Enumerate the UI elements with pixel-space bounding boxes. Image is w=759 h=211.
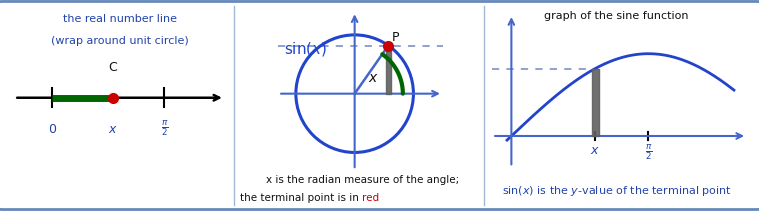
Text: P: P: [392, 31, 399, 44]
Text: x is the radian measure of the angle;: x is the radian measure of the angle;: [266, 175, 459, 185]
Text: graph of the sine function: graph of the sine function: [544, 11, 688, 21]
Text: the terminal point is in: the terminal point is in: [241, 193, 363, 203]
Text: $x$: $x$: [108, 123, 118, 136]
Text: $x$: $x$: [591, 144, 600, 157]
Text: $\frac{\pi}{2}$: $\frac{\pi}{2}$: [161, 119, 168, 138]
Text: $\frac{\pi}{2}$: $\frac{\pi}{2}$: [644, 143, 652, 162]
Text: (wrap around unit circle): (wrap around unit circle): [51, 36, 188, 46]
Text: $\sin(x)$: $\sin(x)$: [284, 40, 328, 58]
Text: red: red: [363, 193, 380, 203]
Text: $0$: $0$: [48, 123, 57, 136]
Text: $x$: $x$: [367, 71, 378, 85]
Text: $\sin(x)$ is the $y$-value of the terminal point: $\sin(x)$ is the $y$-value of the termin…: [502, 184, 732, 197]
Text: C: C: [109, 61, 117, 74]
Text: the real number line: the real number line: [62, 14, 177, 24]
